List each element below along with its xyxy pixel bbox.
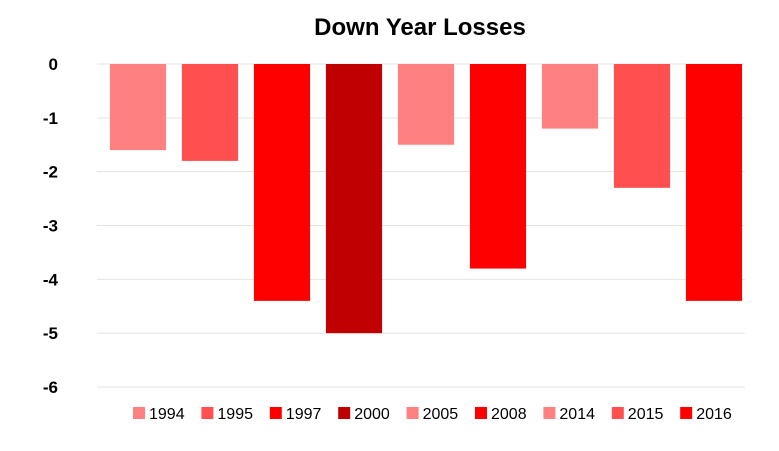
bar-2008: [469, 64, 527, 269]
y-tick-label: -4: [43, 270, 59, 289]
y-tick-label: -3: [43, 217, 58, 236]
y-tick-label: -5: [43, 324, 58, 343]
legend-swatch: [406, 407, 419, 419]
y-axis-tick-labels: 0 -1 -2 -3 -4 -5 -6: [43, 55, 59, 397]
legend-swatch: [201, 407, 214, 419]
legend-swatch: [680, 407, 693, 419]
bar-2016: [685, 64, 743, 301]
legend-swatch: [133, 407, 145, 419]
y-tick-label: -6: [43, 378, 58, 397]
legend-swatch: [611, 407, 624, 419]
bar-2005: [397, 64, 455, 145]
bars: [109, 64, 743, 334]
y-tick-label: -1: [43, 109, 58, 128]
bar-2014: [541, 64, 599, 129]
bar-2015: [613, 64, 671, 188]
legend-label: 2000: [354, 406, 390, 423]
chart-title: Down Year Losses: [314, 14, 526, 41]
legend-swatch: [338, 407, 351, 419]
legend-swatch: [543, 407, 556, 419]
legend-label: 1997: [286, 406, 322, 423]
legend-swatch: [269, 407, 282, 419]
y-tick-label: -2: [43, 163, 58, 182]
legend-label: 2014: [559, 406, 595, 423]
legend-label: 2015: [628, 406, 664, 423]
bar-1997: [253, 64, 311, 301]
y-tick-label: 0: [49, 55, 58, 74]
bar-2000: [325, 64, 383, 334]
legend-label: 2016: [696, 406, 732, 423]
bar-1994: [109, 64, 167, 151]
legend-label: 1995: [217, 406, 253, 423]
legend-swatch: [475, 407, 487, 419]
bar-1995: [181, 64, 239, 161]
legend: 1994 1995 1997 2000 2005 2008 2014 2015 2016: [133, 406, 732, 423]
legend-label: 2008: [491, 406, 527, 423]
legend-label: 1994: [149, 406, 185, 423]
legend-label: 2005: [423, 406, 459, 423]
